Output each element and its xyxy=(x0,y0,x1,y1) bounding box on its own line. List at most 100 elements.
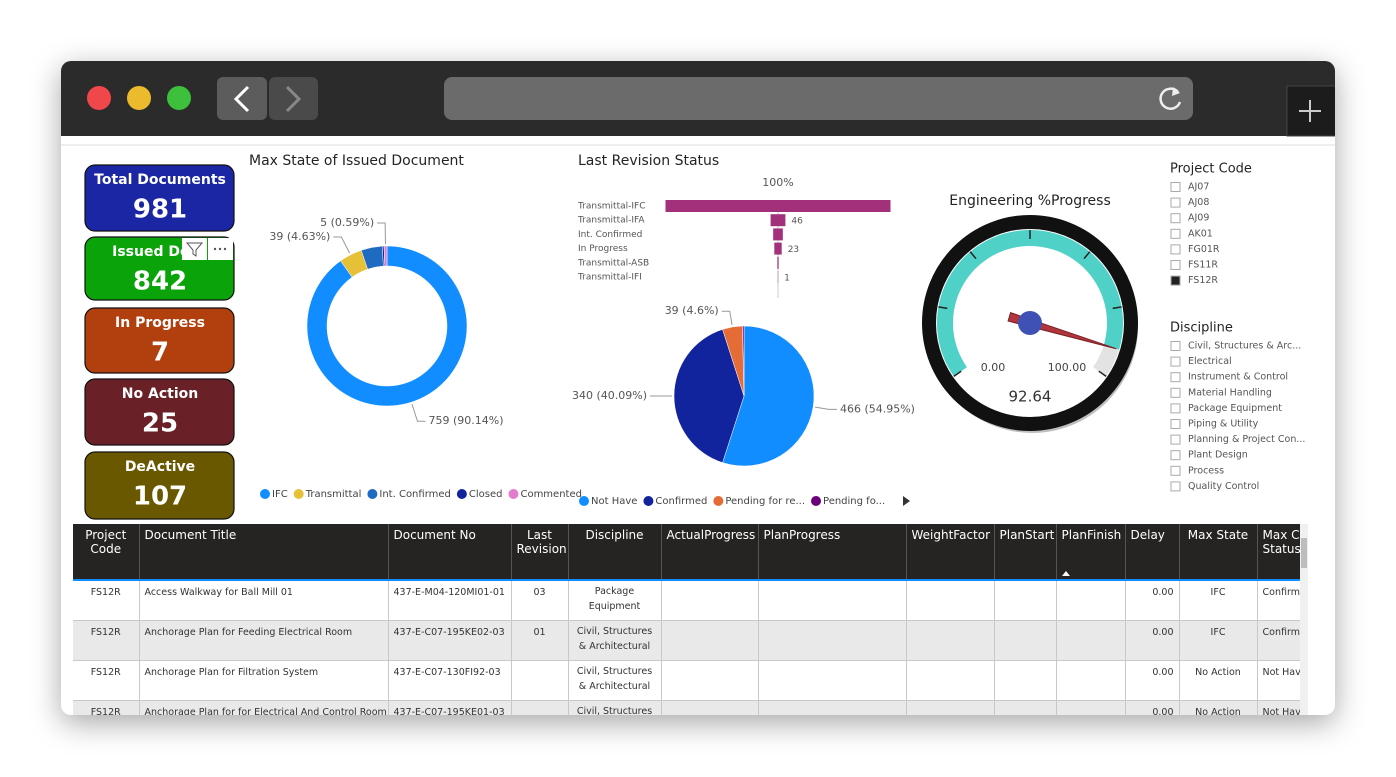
table-cell: IFC xyxy=(1179,580,1258,621)
category-label: Transmittal-IFI xyxy=(577,273,642,283)
maximize-button[interactable] xyxy=(167,86,191,110)
slicer-item[interactable]: Piping & Utility xyxy=(1188,419,1259,430)
slicer-item[interactable]: FS12R xyxy=(1188,275,1218,286)
checkbox[interactable] xyxy=(1170,387,1181,398)
table-cell: 0.00 xyxy=(1125,700,1180,715)
column-header[interactable]: Project Code xyxy=(73,524,140,581)
column-header[interactable]: WeightFactor xyxy=(906,524,995,581)
checkbox[interactable] xyxy=(1170,450,1181,461)
data-label: 39 (4.63%) xyxy=(269,230,330,243)
checkbox[interactable] xyxy=(1170,372,1181,383)
checkbox[interactable] xyxy=(1170,244,1181,255)
table-cell xyxy=(661,580,759,621)
slicer-item[interactable]: Civil, Structures & Arc... xyxy=(1188,341,1301,352)
legend-swatch xyxy=(508,489,519,499)
table: Project Code Document Title Document No Las… xyxy=(73,524,1300,715)
slicer-item[interactable]: AK01 xyxy=(1188,228,1213,239)
forward-icon xyxy=(285,85,302,113)
checkbox[interactable] xyxy=(1170,465,1181,476)
gauge-notch xyxy=(1112,306,1122,310)
checkbox[interactable] xyxy=(1170,197,1181,208)
column-header[interactable]: PlanFinish xyxy=(1056,524,1126,581)
column-header[interactable]: ActualProgress xyxy=(661,524,759,581)
column-header[interactable]: PlanProgress xyxy=(758,524,907,581)
table-cell: Confirmed xyxy=(1257,580,1300,621)
slicer-item[interactable]: AJ07 xyxy=(1188,182,1209,193)
visual-header xyxy=(182,238,233,260)
leader-line xyxy=(721,310,733,326)
table-cell xyxy=(661,620,759,661)
filter-button[interactable] xyxy=(182,238,207,260)
minimize-button[interactable] xyxy=(127,86,151,110)
column-header[interactable]: Max State xyxy=(1179,524,1258,581)
checkbox[interactable] xyxy=(1170,403,1181,414)
table-row: FS12R Anchorage Plan for Filtration Syste… xyxy=(73,660,1300,701)
table-cell xyxy=(994,620,1057,661)
gauge-notch xyxy=(1083,251,1091,260)
column-header[interactable]: Max Current Status xyxy=(1257,524,1300,581)
slicer-item[interactable]: Package Equipment xyxy=(1188,403,1282,414)
back-icon xyxy=(233,85,250,113)
table-cell xyxy=(1056,660,1126,701)
slicer-item[interactable]: AJ09 xyxy=(1188,213,1209,224)
forward-button[interactable] xyxy=(269,77,318,120)
slicer-item[interactable]: Electrical xyxy=(1188,356,1232,367)
close-button[interactable] xyxy=(87,86,111,110)
checkbox[interactable] xyxy=(1170,182,1181,192)
slice xyxy=(383,245,388,267)
more-dot xyxy=(218,247,222,251)
legend-label: IFC xyxy=(272,489,288,500)
slice xyxy=(673,329,745,463)
column-header[interactable]: Last Revision xyxy=(511,524,569,581)
slicer-item[interactable]: Quality Control xyxy=(1188,481,1259,492)
sort-arrow xyxy=(1061,571,1070,576)
slicer-item[interactable]: Planning & Project Con... xyxy=(1188,434,1305,445)
legend-label: Not Have xyxy=(591,496,637,507)
funnel-bar xyxy=(777,256,779,269)
checkbox[interactable] xyxy=(1170,481,1181,492)
legend-next-arrow[interactable] xyxy=(903,496,910,506)
address-bar[interactable] xyxy=(444,77,1193,120)
slicer-item[interactable]: Material Handling xyxy=(1188,387,1272,398)
legend-label: Pending fo... xyxy=(823,496,885,507)
legend-swatch xyxy=(811,496,822,506)
category-label: Int. Confirmed xyxy=(578,230,642,240)
checkbox[interactable] xyxy=(1170,419,1181,429)
table-cell xyxy=(511,660,569,701)
column-header[interactable]: Discipline xyxy=(568,524,662,581)
scrollbar[interactable] xyxy=(1300,524,1308,715)
kpi-value: 842 xyxy=(133,267,187,297)
checkbox[interactable] xyxy=(1170,213,1181,224)
column-header[interactable]: Document No xyxy=(388,524,512,581)
column-header[interactable]: PlanStart xyxy=(994,524,1057,581)
checkbox[interactable] xyxy=(1170,341,1181,351)
table-cell xyxy=(758,580,907,621)
slicer-item[interactable]: Process xyxy=(1188,465,1224,476)
checkbox[interactable] xyxy=(1170,434,1181,445)
checkbox[interactable] xyxy=(1170,260,1181,270)
checkbox[interactable] xyxy=(1170,228,1181,239)
slicer-title: Discipline xyxy=(1170,321,1233,336)
gauge-notch xyxy=(1098,370,1107,377)
slicer-item[interactable]: Plant Design xyxy=(1188,450,1248,461)
funnel-bar xyxy=(770,214,786,227)
table-cell: Confirmed xyxy=(1257,620,1300,661)
slicer-item[interactable]: AJ08 xyxy=(1188,197,1209,208)
data-label: 46 xyxy=(791,217,803,227)
scroll-thumb[interactable] xyxy=(1301,538,1307,568)
kpi-label: No Action xyxy=(122,386,198,402)
slicer-item[interactable]: Instrument & Control xyxy=(1188,372,1288,383)
legend-swatch xyxy=(713,496,724,506)
slice xyxy=(742,325,745,397)
legend-swatch xyxy=(260,489,270,499)
table-cell: 437-E-C07-130FI92-03 xyxy=(388,660,512,701)
column-header[interactable]: Delay xyxy=(1125,524,1180,581)
slicer-item[interactable]: FG01R xyxy=(1188,244,1220,255)
checkbox[interactable] xyxy=(1170,275,1181,286)
slicer-item[interactable]: FS11R xyxy=(1188,260,1218,271)
legend-label: Confirmed xyxy=(655,496,707,507)
checkbox[interactable] xyxy=(1170,356,1181,367)
column-header[interactable]: Document Title xyxy=(139,524,389,581)
back-button[interactable] xyxy=(217,77,267,120)
reload-icon[interactable] xyxy=(1159,87,1182,110)
